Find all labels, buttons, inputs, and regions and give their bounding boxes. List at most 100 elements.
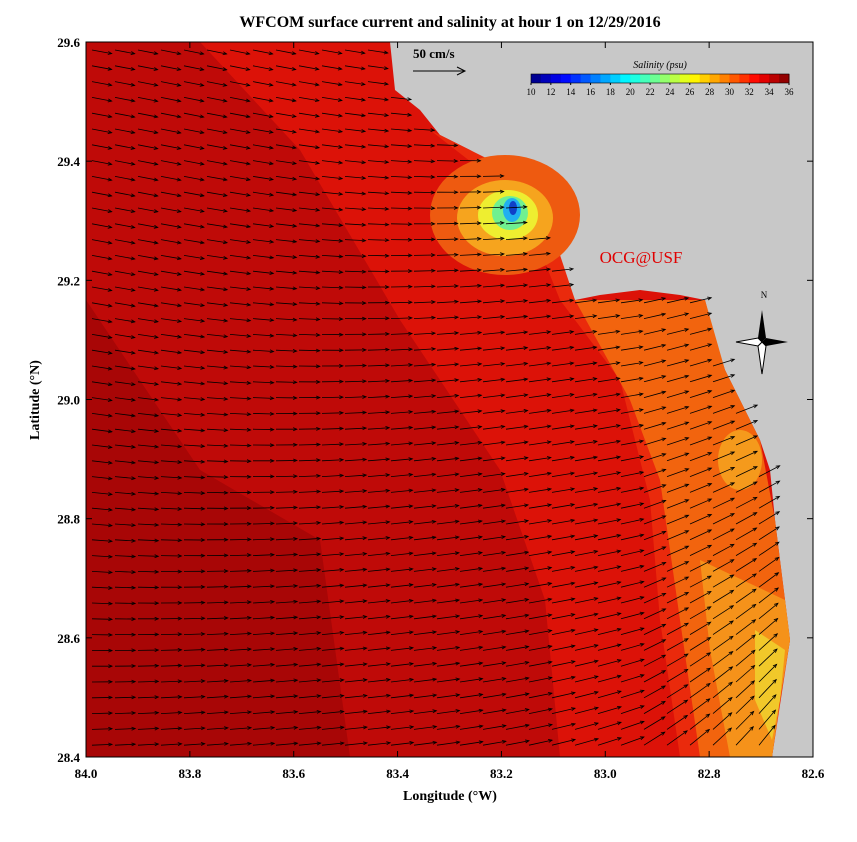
- vector: [413, 710, 437, 714]
- vector-head: [316, 709, 322, 714]
- vector-head: [728, 650, 734, 656]
- vector: [275, 176, 297, 180]
- vector: [160, 160, 181, 165]
- vector: [137, 176, 158, 181]
- vector-head: [291, 66, 297, 71]
- vector-head: [270, 568, 276, 573]
- vector: [183, 255, 205, 260]
- vector-head: [200, 475, 206, 480]
- vector-head: [339, 599, 345, 604]
- vector: [298, 286, 320, 289]
- vector: [298, 711, 321, 714]
- vector-head: [339, 725, 345, 730]
- vector-head: [455, 630, 461, 635]
- vector-head: [616, 643, 622, 648]
- vector: [574, 691, 599, 699]
- vector-head: [316, 662, 322, 667]
- vector-head: [570, 691, 576, 696]
- vector: [160, 365, 182, 369]
- vector: [436, 473, 459, 477]
- colorbar-tick-label: 36: [785, 87, 795, 97]
- vector: [275, 522, 298, 525]
- colorbar-cell: [531, 74, 542, 83]
- vector: [689, 390, 712, 398]
- vector-head: [524, 723, 530, 728]
- vector-head: [615, 329, 621, 334]
- vector-head: [501, 677, 507, 681]
- vector-head: [362, 520, 368, 525]
- vector: [114, 523, 136, 526]
- vector: [344, 176, 366, 179]
- vector-head: [431, 598, 437, 603]
- vector-head: [430, 128, 436, 133]
- vector: [436, 552, 459, 556]
- vector: [229, 381, 251, 384]
- vector-head: [315, 129, 320, 134]
- vector-head: [385, 678, 391, 682]
- vector: [436, 379, 459, 383]
- vector-head: [108, 586, 114, 590]
- vector-head: [707, 343, 713, 348]
- vector-head: [409, 693, 415, 698]
- vector: [252, 569, 275, 572]
- vector: [551, 299, 574, 304]
- vector: [459, 441, 482, 446]
- vector-head: [430, 206, 436, 211]
- vector-head: [176, 161, 182, 166]
- vector-head: [431, 394, 437, 398]
- vector: [390, 694, 414, 699]
- vector-head: [384, 238, 390, 243]
- vector-head: [638, 298, 644, 303]
- vector-head: [523, 330, 529, 335]
- vector: [321, 553, 344, 556]
- vector-head: [246, 396, 252, 401]
- vector: [666, 561, 689, 572]
- vector: [114, 255, 135, 260]
- vector: [459, 253, 481, 256]
- vector-head: [107, 240, 113, 245]
- vector-head: [500, 409, 506, 414]
- vector-head: [639, 658, 645, 663]
- vector-head: [750, 664, 756, 670]
- vector-head: [616, 455, 622, 460]
- vector-head: [131, 695, 137, 700]
- vector-head: [176, 224, 182, 229]
- vector: [252, 632, 275, 635]
- vector-head: [409, 725, 415, 730]
- vector: [344, 255, 366, 257]
- vector: [390, 301, 412, 304]
- vector-head: [269, 302, 275, 307]
- vector: [206, 223, 228, 228]
- vector: [229, 349, 251, 353]
- vector-head: [177, 663, 183, 668]
- vector: [252, 522, 274, 525]
- vector-head: [408, 567, 414, 572]
- vector: [436, 426, 459, 430]
- vector: [321, 239, 343, 242]
- vector-head: [684, 514, 690, 519]
- vector-head: [246, 349, 252, 354]
- vector: [275, 128, 296, 133]
- vector-head: [570, 613, 576, 617]
- vector-head: [269, 365, 275, 369]
- vector: [137, 49, 158, 55]
- vector: [390, 395, 413, 398]
- vector-head: [408, 394, 414, 399]
- vector: [321, 160, 343, 164]
- vector: [298, 128, 320, 133]
- vector-head: [477, 377, 483, 382]
- vector: [574, 409, 597, 414]
- vector-head: [223, 694, 229, 699]
- vector-head: [362, 693, 368, 698]
- vector: [160, 413, 182, 416]
- vector: [505, 504, 529, 509]
- vector: [252, 648, 275, 651]
- vector: [321, 711, 344, 714]
- vector: [597, 487, 621, 493]
- vector-head: [107, 350, 113, 355]
- vector-head: [385, 457, 391, 462]
- vector: [183, 65, 204, 71]
- vector-head: [638, 314, 644, 318]
- vector: [482, 677, 506, 683]
- vector: [229, 365, 251, 368]
